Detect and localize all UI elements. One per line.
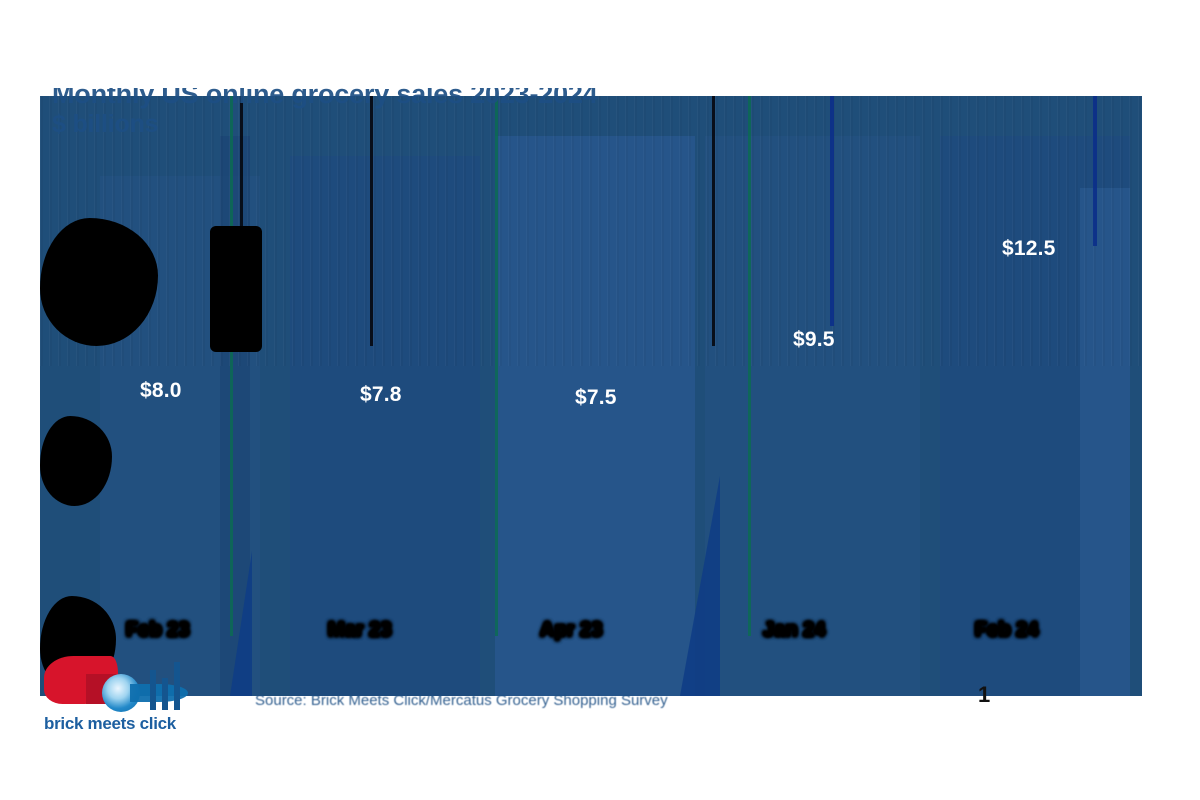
- logo-bar-icon-1: [150, 670, 156, 710]
- artifact-streak-dark-1: [240, 96, 243, 346]
- artifact-streak-dark-3: [712, 96, 715, 346]
- value-label-feb-23: $8.0: [140, 379, 182, 402]
- artifact-streak-green-2: [495, 96, 498, 636]
- artifact-streak-dark-2: [370, 96, 373, 346]
- y-axis-tick-blob-4: [210, 226, 262, 352]
- logo-wordmark: brick meets click: [44, 714, 176, 733]
- brick-meets-click-logo: brick meets click: [44, 652, 194, 740]
- logo-swoosh-icon: [130, 684, 188, 702]
- page-number: 1: [978, 682, 991, 707]
- artifact-streak-blue-1: [830, 96, 834, 326]
- chart-subtitle: $ billions: [52, 110, 159, 138]
- logo-bar-icon-2: [162, 678, 168, 710]
- category-label-feb-23: Feb 23: [126, 619, 190, 641]
- artifact-streak-blue-2: [1093, 96, 1097, 246]
- bar-apr-23[interactable]: [495, 136, 695, 696]
- chart-title: Monthly US online grocery sales 2023-202…: [52, 88, 598, 109]
- category-label-feb-24: Feb 24: [975, 619, 1039, 641]
- logo-bar-icon-3: [174, 662, 180, 710]
- value-label-feb-24: $12.5: [1002, 237, 1056, 260]
- y-axis-tick-blob-1: [40, 218, 158, 346]
- source-note: Source: Brick Meets Click/Mercatus Groce…: [255, 692, 668, 709]
- plot-area: $8.0 $7.8 $7.5 $9.5 $12.5 Feb 23 Mar 23 …: [40, 96, 1142, 709]
- value-label-apr-23: $7.5: [575, 386, 617, 409]
- artifact-streak-green-1: [230, 96, 233, 636]
- bar-feb-24-cap: [1080, 188, 1130, 696]
- bar-jan-24[interactable]: [705, 136, 920, 696]
- category-label-mar-23: Mar 23: [328, 619, 392, 641]
- bar-mar-23[interactable]: [290, 156, 480, 696]
- category-label-apr-23: Apr 23: [540, 619, 603, 641]
- chart-title-block: Monthly US online grocery sales 2023-202…: [52, 88, 1142, 150]
- artifact-streak-green-3: [748, 96, 751, 636]
- category-label-jan-24: Jan 24: [763, 619, 826, 641]
- y-axis-tick-blob-2: [40, 416, 112, 506]
- value-label-mar-23: $7.8: [360, 383, 402, 406]
- value-label-jan-24: $9.5: [793, 328, 835, 351]
